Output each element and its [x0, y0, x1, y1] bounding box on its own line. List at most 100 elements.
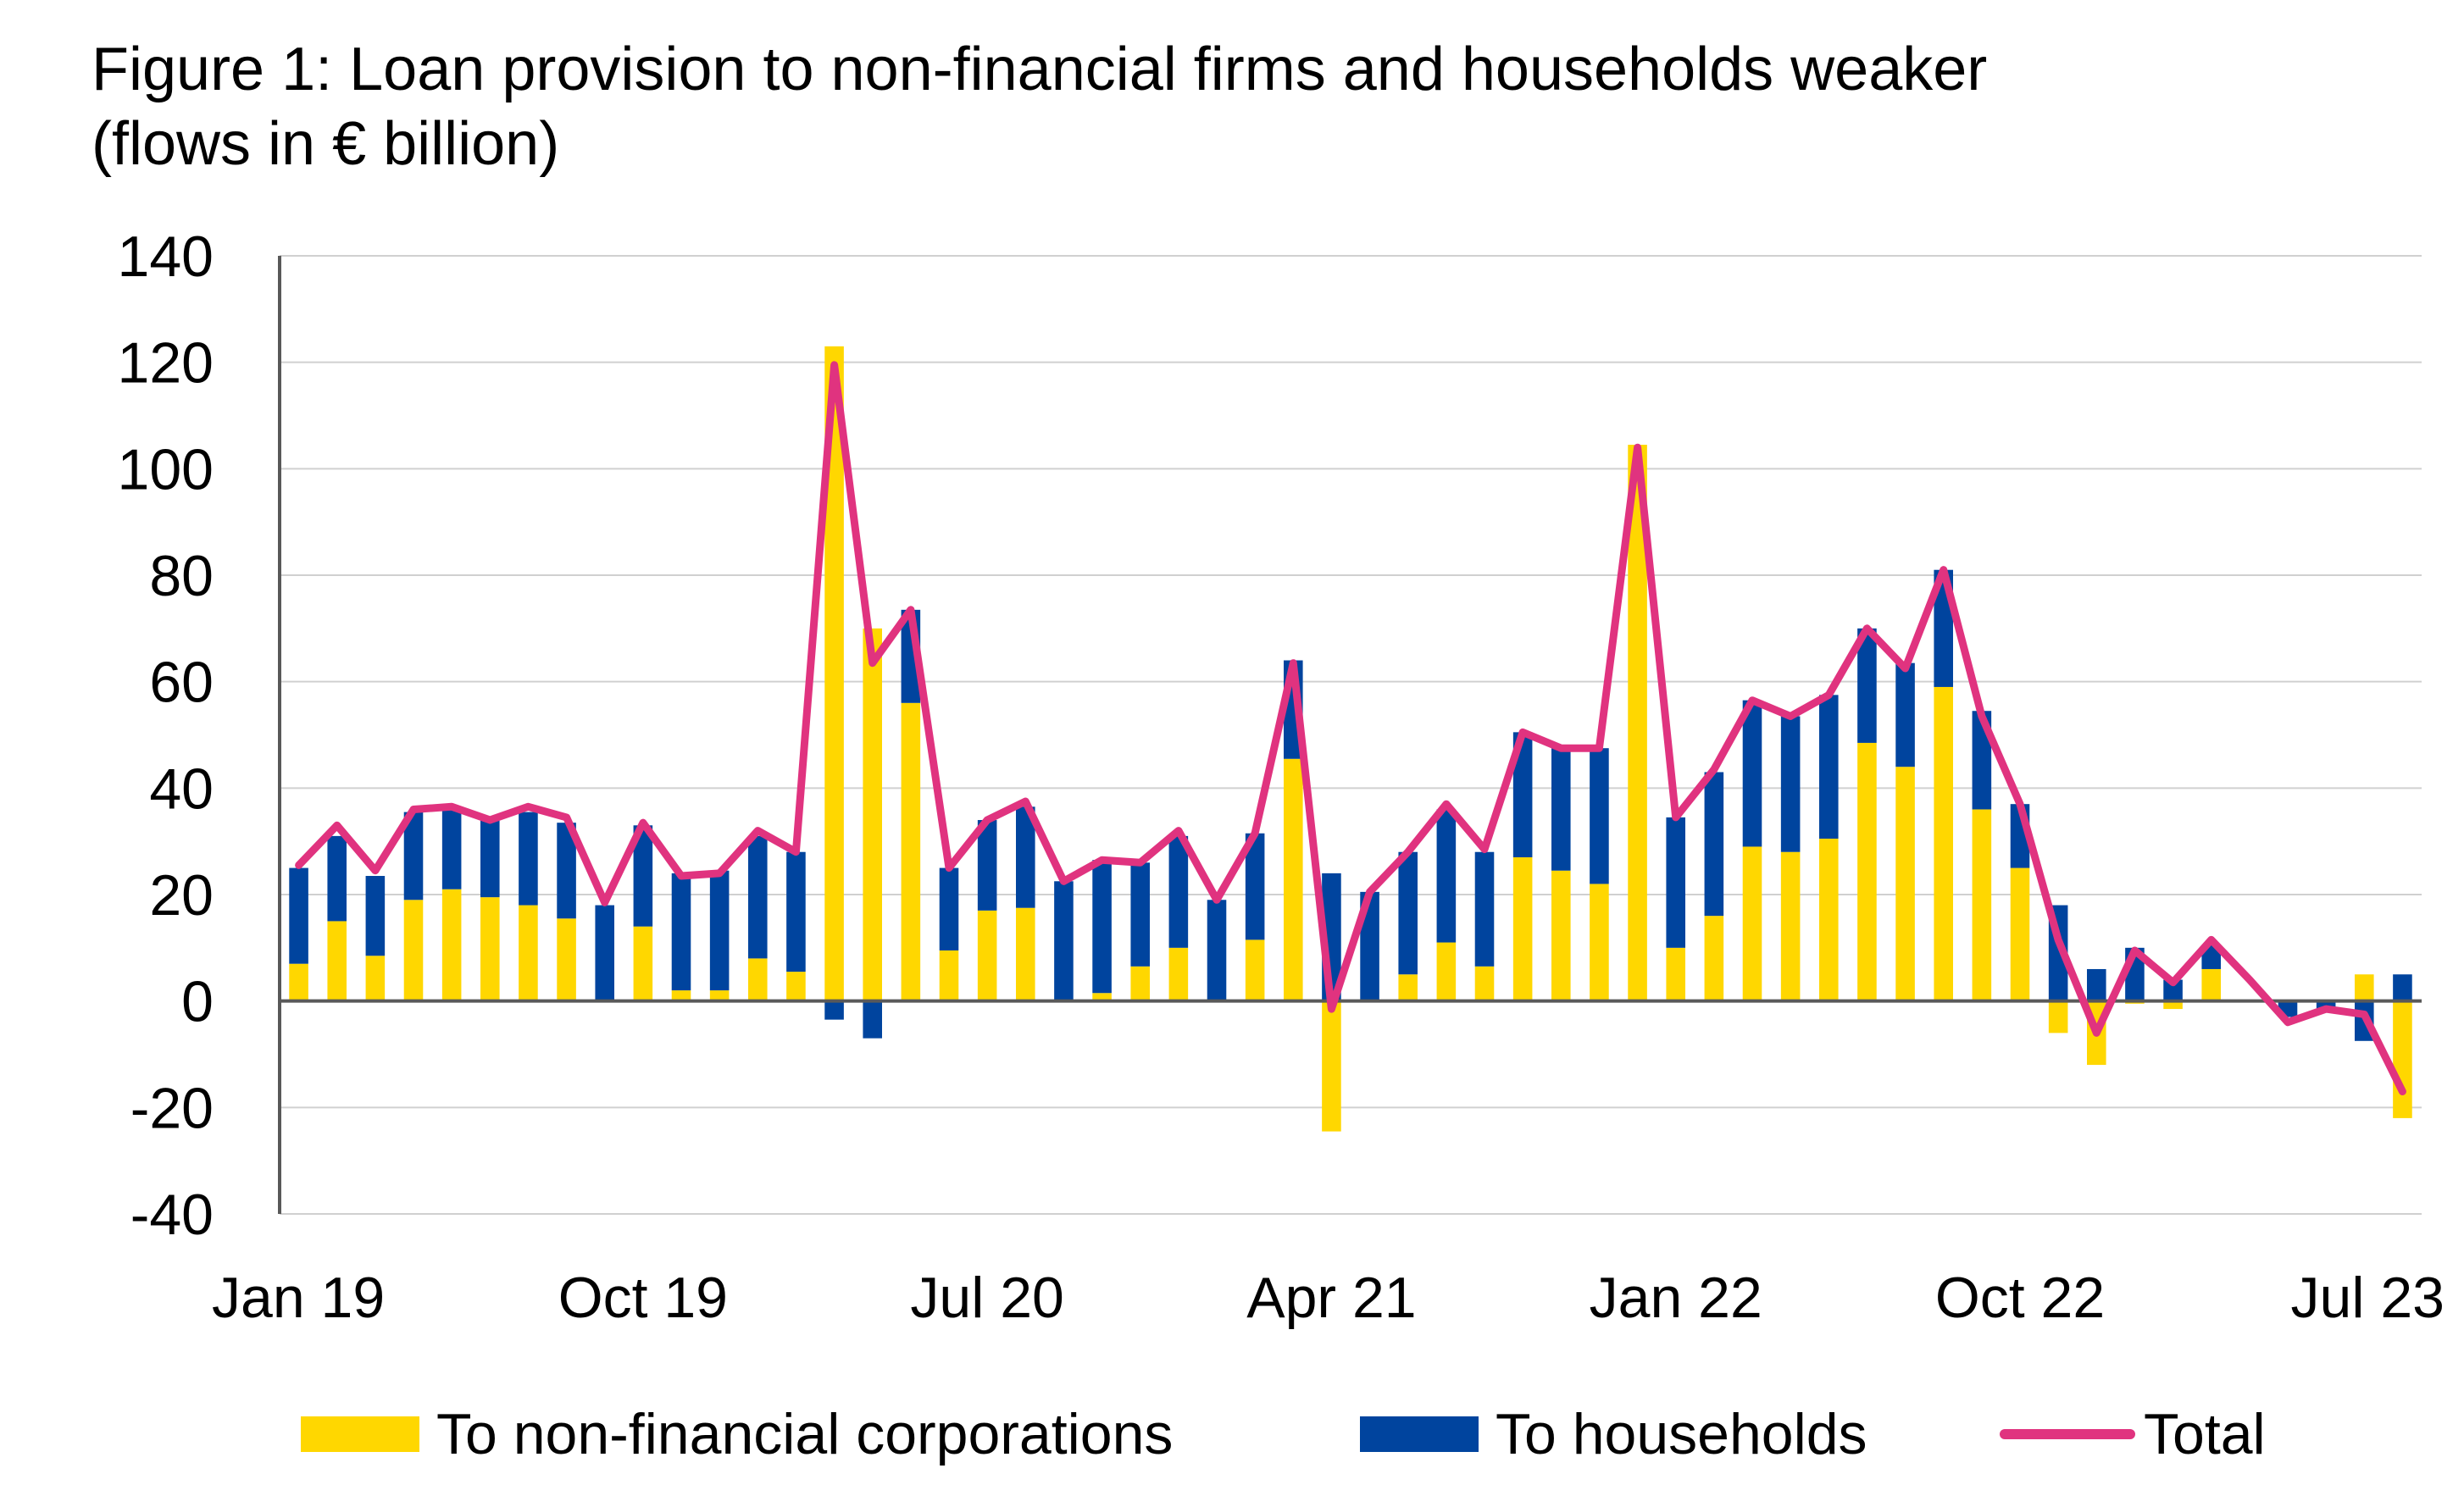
bar-nfc	[939, 950, 959, 1001]
bar-households	[2163, 979, 2183, 1001]
bar-nfc	[1322, 1000, 1341, 1132]
bar-households	[1016, 806, 1035, 908]
bar-nfc	[1130, 966, 1150, 1001]
bar-households	[748, 835, 768, 959]
x-tick-label: Apr 21	[1246, 1266, 1416, 1330]
bar-nfc	[1704, 916, 1724, 1001]
chart-title-line-1: Figure 1: Loan provision to non-financia…	[92, 36, 1988, 103]
bars	[289, 346, 2412, 1132]
bar-households	[441, 806, 462, 889]
bar-nfc	[901, 702, 921, 1001]
bar-households	[2201, 945, 2221, 969]
y-tick-label: 20	[149, 863, 214, 928]
y-tick-label: 100	[118, 437, 214, 501]
bar-nfc	[289, 963, 308, 1001]
x-axis-ticks: Jan 19 Oct 19 Jul 20 Apr 21 Jan 22 Oct 22 Jul …	[212, 1266, 2445, 1330]
bar-households	[1857, 628, 1877, 743]
axes	[278, 256, 2422, 1214]
bar-nfc	[2355, 974, 2374, 1001]
bar-households	[327, 835, 347, 922]
bar-households	[824, 1000, 844, 1020]
bar-households	[1474, 851, 1495, 967]
bar-households	[1130, 862, 1150, 967]
bar-households	[1551, 748, 1571, 871]
legend-swatch-households	[1360, 1416, 1479, 1452]
bar-nfc	[327, 921, 347, 1001]
y-tick-label: -40	[130, 1183, 214, 1247]
bar-households	[1245, 833, 1265, 940]
bar-nfc	[1857, 742, 1877, 1001]
bar-households	[1780, 716, 1801, 852]
bar-households	[1436, 809, 1457, 943]
bar-nfc	[2163, 1000, 2183, 1010]
bar-nfc	[2393, 1000, 2412, 1118]
gridlines	[280, 255, 2422, 1215]
bar-nfc	[1934, 686, 1953, 1001]
bar-households	[1704, 772, 1724, 917]
bar-households	[1168, 835, 1189, 948]
bar-nfc	[633, 926, 653, 1001]
legend-swatch-nfc	[301, 1416, 419, 1452]
bar-nfc	[1284, 758, 1303, 1001]
bar-households	[403, 812, 424, 900]
bar-nfc	[1016, 907, 1035, 1001]
bar-nfc	[1245, 939, 1265, 1001]
x-tick-label: Oct 22	[1935, 1266, 2105, 1330]
bar-nfc	[403, 900, 424, 1001]
bar-households	[1512, 732, 1533, 858]
bar-nfc	[1436, 942, 1457, 1001]
bar-nfc	[480, 897, 500, 1001]
y-axis-ticks: 140 120 100 80 60 40 20 0 -20 -40	[118, 224, 214, 1247]
bar-nfc	[671, 990, 691, 1001]
bar-households	[709, 870, 730, 991]
legend-item-households: To households	[1360, 1396, 1867, 1472]
bar-households	[1398, 851, 1418, 975]
bar-nfc	[1168, 947, 1189, 1001]
bar-nfc	[977, 910, 997, 1001]
bar-nfc	[2010, 867, 2030, 1001]
bar-households	[863, 1000, 882, 1039]
bar-households	[1590, 748, 1609, 884]
bar-nfc	[1512, 857, 1533, 1001]
bar-nfc	[1474, 966, 1495, 1001]
bar-households	[1360, 891, 1379, 1001]
legend-swatch-total	[2000, 1429, 2135, 1439]
bar-households	[365, 876, 386, 956]
bar-households	[1895, 662, 1915, 767]
x-tick-label: Jan 22	[1590, 1266, 1762, 1330]
bar-households	[2316, 1000, 2336, 1010]
bar-nfc	[1895, 767, 1915, 1001]
y-tick-label: 60	[149, 651, 214, 715]
bar-nfc	[1972, 809, 1992, 1001]
legend-item-nfc: To non-financial corporations	[301, 1396, 1173, 1472]
x-tick-label: Jul 23	[2291, 1266, 2445, 1330]
total-line-layer	[295, 361, 2406, 1095]
x-tick-label: Jan 19	[212, 1266, 385, 1330]
x-tick-label: Oct 19	[558, 1266, 728, 1330]
bar-households	[2087, 968, 2106, 1001]
bar-households	[939, 867, 959, 950]
bar-nfc	[1780, 851, 1801, 1001]
bar-households	[977, 820, 997, 911]
bar-nfc	[748, 958, 768, 1001]
bar-nfc	[786, 972, 806, 1001]
bar-households	[1092, 860, 1112, 994]
chart-title-line-2: (flows in € billion)	[92, 110, 560, 178]
bar-households	[289, 867, 308, 964]
bar-nfc	[1819, 839, 1839, 1001]
bar-nfc	[1092, 993, 1112, 1001]
bar-nfc	[557, 918, 576, 1001]
bar-nfc	[709, 990, 730, 1001]
x-tick-label: Jul 20	[910, 1266, 1063, 1330]
y-tick-label: -20	[130, 1076, 214, 1140]
bar-households	[480, 820, 500, 898]
y-tick-label: 40	[149, 756, 214, 821]
bar-nfc	[365, 956, 386, 1001]
bar-households	[1742, 700, 1762, 847]
y-tick-label: 140	[118, 224, 214, 289]
bar-nfc	[1666, 947, 1685, 1001]
bar-households	[1207, 900, 1227, 1001]
bar-nfc	[1742, 846, 1762, 1001]
bar-households	[519, 812, 538, 906]
